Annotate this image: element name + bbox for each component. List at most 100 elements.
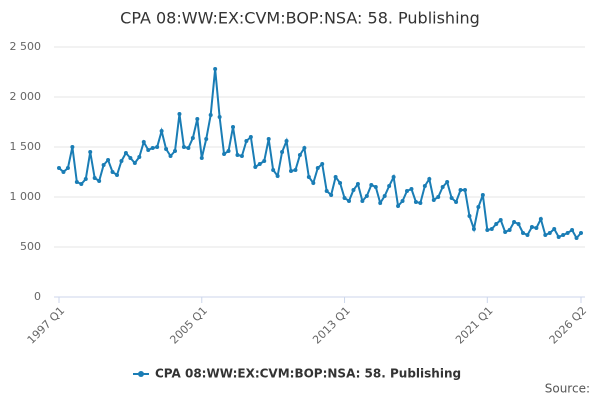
data-point: [235, 153, 240, 157]
data-point: [342, 196, 347, 200]
data-point: [83, 177, 88, 181]
series-line: [58, 68, 582, 240]
x-tick-label: 2013 Q1: [310, 304, 353, 347]
x-tick-label: 2021 Q1: [453, 304, 496, 347]
data-point: [565, 231, 570, 235]
data-point: [74, 180, 79, 184]
data-point: [382, 194, 387, 198]
data-point: [436, 195, 441, 199]
data-point: [70, 145, 75, 149]
data-point: [190, 136, 195, 140]
data-point: [244, 139, 249, 143]
data-point: [57, 166, 61, 170]
data-point: [431, 198, 436, 202]
data-point: [61, 170, 66, 174]
data-point: [97, 179, 102, 183]
data-point: [498, 218, 503, 222]
x-tick-label: 2026 Q2: [547, 304, 590, 347]
data-point: [141, 140, 146, 144]
data-point: [409, 187, 414, 191]
data-point: [128, 156, 133, 160]
y-tick-label: 0: [34, 290, 41, 303]
data-point: [123, 151, 128, 155]
data-point: [512, 220, 517, 224]
data-point: [378, 201, 383, 205]
data-point: [480, 193, 485, 197]
data-point: [413, 200, 418, 204]
data-point: [306, 175, 311, 179]
source-label: Source:: [545, 382, 590, 396]
data-point: [110, 170, 115, 174]
y-tick-label: 500: [20, 240, 41, 253]
data-point: [150, 146, 155, 150]
data-point: [324, 189, 329, 193]
y-tick-label: 1 500: [10, 140, 42, 153]
data-point: [115, 173, 119, 177]
data-point: [400, 199, 405, 203]
data-point: [132, 161, 137, 165]
x-tick-label: 2005 Q1: [167, 304, 210, 347]
data-point: [262, 159, 267, 163]
x-tick-label: 1997 Q1: [25, 304, 68, 347]
data-point: [471, 227, 476, 231]
data-point: [529, 225, 534, 229]
data-point: [391, 175, 396, 179]
data-point: [315, 166, 320, 170]
data-point: [159, 129, 164, 133]
data-point: [445, 180, 450, 184]
data-point: [489, 227, 494, 231]
data-point: [418, 201, 423, 205]
data-point: [427, 177, 432, 181]
data-point: [320, 162, 325, 166]
data-point: [547, 231, 552, 235]
data-point: [199, 156, 204, 160]
data-point: [226, 149, 231, 153]
data-point: [347, 199, 351, 203]
data-point: [217, 115, 222, 119]
data-point: [449, 196, 454, 200]
legend-symbol: [138, 371, 144, 377]
data-point: [396, 204, 401, 208]
data-point: [173, 149, 177, 153]
data-point: [101, 163, 106, 167]
data-point: [239, 154, 244, 158]
data-point: [311, 181, 316, 185]
data-point: [355, 182, 360, 186]
data-point: [351, 188, 356, 192]
data-point: [476, 205, 481, 209]
data-point: [521, 231, 525, 235]
data-point: [422, 184, 427, 188]
data-point: [146, 148, 151, 152]
data-point: [579, 231, 583, 235]
data-point: [92, 176, 97, 180]
data-point: [458, 188, 463, 192]
data-point: [289, 169, 293, 173]
data-point: [494, 222, 499, 226]
data-point: [231, 125, 235, 129]
data-point: [467, 214, 472, 218]
data-point: [556, 235, 561, 239]
data-point: [280, 150, 285, 154]
data-point: [79, 182, 84, 186]
data-point: [137, 155, 142, 159]
data-point: [253, 165, 258, 169]
data-point: [463, 188, 467, 192]
data-point: [329, 193, 334, 197]
data-point: [338, 181, 343, 185]
data-point: [364, 194, 369, 198]
data-point: [204, 137, 209, 141]
data-point: [213, 67, 218, 71]
data-point: [208, 113, 213, 117]
y-tick-label: 1 000: [10, 190, 42, 203]
data-point: [275, 174, 280, 178]
data-point: [369, 183, 374, 187]
data-point: [534, 226, 539, 230]
data-point: [168, 154, 173, 158]
data-point: [181, 145, 186, 149]
data-point: [503, 230, 508, 234]
data-point: [440, 185, 445, 189]
data-point: [360, 199, 365, 203]
data-point: [186, 146, 191, 150]
data-point: [574, 236, 579, 240]
